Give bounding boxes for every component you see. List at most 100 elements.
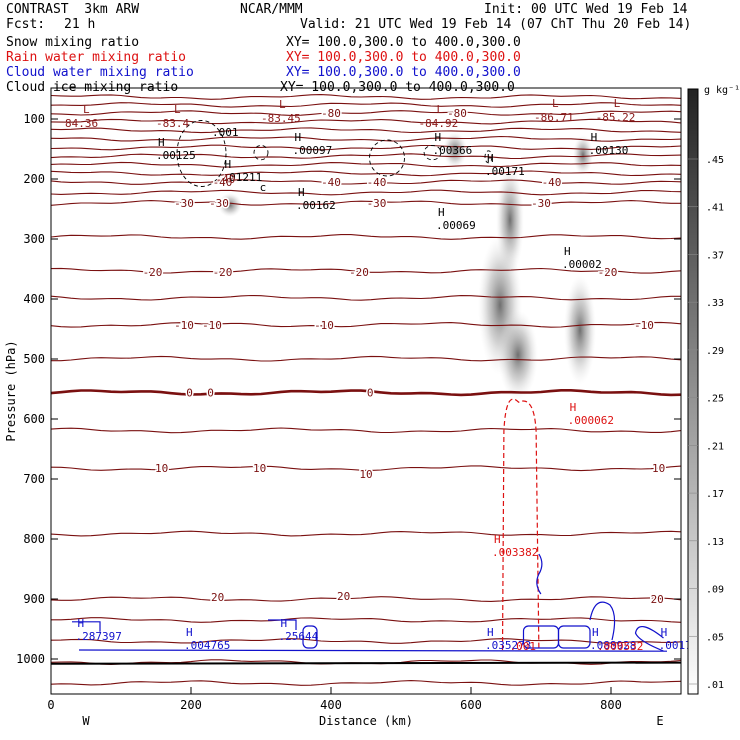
isotherm-label: -20 <box>143 266 163 279</box>
high-value: .088928 <box>590 639 636 652</box>
contour-value-label: .001 <box>212 126 239 139</box>
isotherm-label: -40 <box>213 176 233 189</box>
colorbar-label: .21 <box>706 441 724 452</box>
east-label: E <box>656 714 663 728</box>
plot-border <box>50 87 682 695</box>
isotherm-label: 20 <box>211 591 224 604</box>
colorbar-unit: g kg⁻¹ <box>704 85 740 96</box>
x-tick-label: 400 <box>320 698 342 712</box>
low-marker: L <box>279 98 286 111</box>
ice-contour <box>369 139 405 177</box>
field-name-rain: Rain water mixing ratio <box>6 50 187 65</box>
low-value: -84.92 <box>419 117 459 130</box>
moisture-contours <box>72 120 668 652</box>
isotherm-line <box>50 638 682 644</box>
isotherm-line <box>50 127 682 134</box>
high-marker: H <box>487 626 494 639</box>
isotherm-line <box>50 267 682 274</box>
high-value: .035273 <box>485 639 531 652</box>
isotherm-line <box>50 321 682 328</box>
isotherm-line <box>50 118 682 125</box>
x-axis-title: Distance (km) <box>319 714 413 728</box>
isotherm-line <box>50 596 682 602</box>
snow-shading-blob <box>573 135 593 175</box>
high-value: .003382 <box>492 546 538 559</box>
high-marker: H <box>661 626 668 639</box>
isotherm-line <box>50 680 682 686</box>
field-name-snow: Snow mixing ratio <box>6 35 140 50</box>
isotherm-label: 10 <box>652 462 665 475</box>
field-xy-snow: XY= 100.0,300.0 to 400.0,300.0 <box>286 35 521 50</box>
high-marker: H <box>592 626 599 639</box>
colorbar-label: .41 <box>706 203 724 214</box>
x-tick-label: 200 <box>180 698 202 712</box>
isotherm-line <box>50 144 682 151</box>
isotherm-line <box>50 530 682 537</box>
annotation-labels: -80 -80 -40 -40 -40 -40 -30 -30 -30 -30 -20 -20 -20 -… <box>65 97 698 653</box>
colorbar: .45 .41 .37 .33 .29 .25 .21 .17 .13 .09 .05 .01 g kg… <box>687 85 740 695</box>
colorbar-gradient <box>687 88 699 695</box>
isotherm-line <box>50 465 682 472</box>
isotherm-line <box>50 294 681 301</box>
y-tick-label: 100 <box>23 112 45 126</box>
snow-shading-blob <box>443 132 467 168</box>
y-tick-label: 500 <box>23 352 45 366</box>
valid-time: Valid: 21 UTC Wed 19 Feb 14 (07 ChT Thu … <box>300 17 692 32</box>
high-value: .00002 <box>562 258 602 271</box>
cloud-water-contour <box>72 621 101 632</box>
isotherm-line <box>50 200 681 206</box>
colorbar-label: .09 <box>706 585 724 596</box>
high-marker: H <box>570 401 577 414</box>
isotherm-line <box>50 427 682 434</box>
colorbar-label: .37 <box>706 250 724 261</box>
isotherm-line <box>50 94 682 100</box>
isotherm-line <box>51 355 682 362</box>
snow-shading-blob <box>218 193 242 217</box>
colorbar-label: .01 <box>706 680 724 691</box>
ice-contour <box>484 150 493 164</box>
west-label: W <box>82 714 90 728</box>
isotherm-label: -80 <box>321 107 341 120</box>
high-value: .00097 <box>293 144 333 157</box>
isotherm-label: -20 <box>349 266 369 279</box>
ice-contour <box>253 144 269 161</box>
contour-value-label: -40 <box>216 173 236 186</box>
isotherm-line <box>50 135 682 142</box>
isotherm-label: -80 <box>447 107 467 120</box>
rain-water-contour <box>501 398 540 651</box>
isotherm-line <box>50 153 682 160</box>
low-value: -85.22 <box>596 111 636 124</box>
isotherm-label: -30 <box>209 197 229 210</box>
init-time: Init: 00 UTC Wed 19 Feb 14 <box>484 2 688 17</box>
cloud-water-contour <box>634 626 664 652</box>
high-marker: H <box>494 533 501 546</box>
low-marker: L <box>174 103 181 116</box>
isotherm-label: -10 <box>174 319 194 332</box>
isotherm-label: -20 <box>213 266 233 279</box>
isotherm-label: 0 <box>207 387 214 400</box>
colorbar-label: .25 <box>706 394 724 405</box>
field-xy-cloud-water: XY= 100.0,300.0 to 400.0,300.0 <box>286 65 521 80</box>
contour-value-label: c <box>260 181 267 194</box>
isotherm-line <box>50 102 682 108</box>
isotherm-label: -20 <box>598 266 618 279</box>
cloud-water-contour <box>268 619 297 630</box>
ground-line <box>50 661 682 665</box>
isotherm-label: 0 <box>186 387 193 400</box>
y-tick-label: 900 <box>23 592 45 606</box>
field-xy-rain: XY= 100.0,300.0 to 400.0,300.0 <box>286 50 521 65</box>
high-marker: H <box>435 131 442 144</box>
high-value: .287397 <box>76 630 122 643</box>
forecast-hours: 21 h <box>64 17 96 32</box>
isotherm-label: -40 <box>367 176 387 189</box>
y-tick-label: 800 <box>23 532 45 546</box>
high-marker: H <box>186 626 193 639</box>
high-value: .00162 <box>296 199 336 212</box>
plot-frame <box>50 87 682 695</box>
cloud-water-contour <box>78 649 668 652</box>
y-axis-title: Pressure (hPa) <box>4 340 18 441</box>
isotherm-line <box>50 170 682 177</box>
high-marker: H <box>298 186 305 199</box>
isotherm-line <box>51 617 682 623</box>
